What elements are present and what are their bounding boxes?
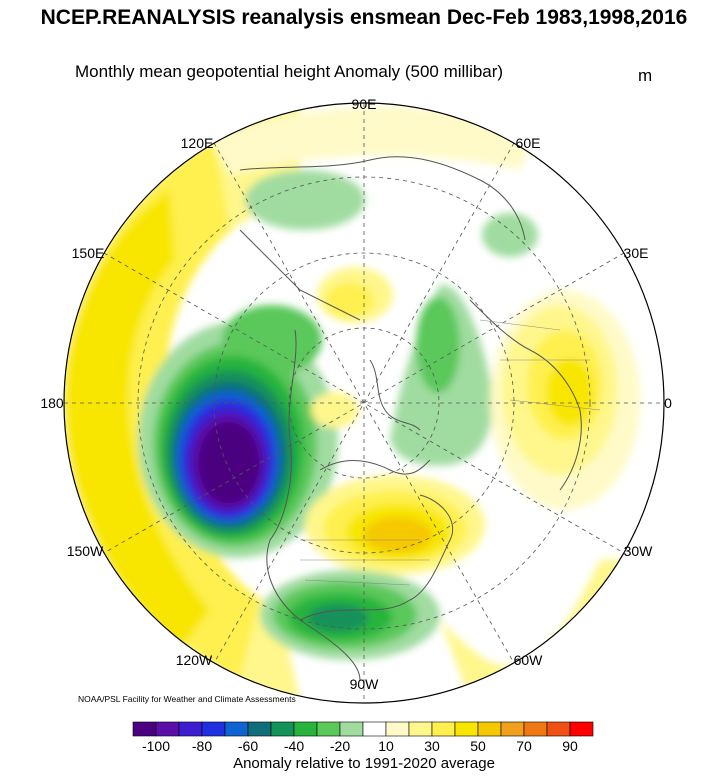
lon-label-60w: 60W — [514, 652, 544, 668]
colorbar-swatch — [431, 721, 456, 737]
lon-label-30w: 30W — [624, 543, 654, 559]
lon-label-180: 180 — [40, 395, 64, 411]
lon-label-90w: 90W — [350, 676, 380, 692]
map-subtitle: Monthly mean geopotential height Anomaly… — [75, 62, 504, 81]
colorbar-swatch — [270, 721, 295, 737]
map-border — [63, 102, 665, 704]
colorbar-swatch — [132, 721, 157, 737]
colorbar-swatch — [523, 721, 548, 737]
colorbar-swatch — [224, 721, 249, 737]
colorbar-tick-label: 50 — [470, 738, 486, 754]
coastlines — [239, 156, 582, 681]
colorbar-swatch — [316, 721, 341, 737]
colorbar-swatch — [477, 721, 502, 737]
lon-label-0: 0 — [664, 395, 672, 411]
lon-label-60e: 60E — [516, 135, 541, 151]
colorbar-swatch — [362, 721, 387, 737]
colorbar-swatch — [500, 721, 525, 737]
lon-label-90e: 90E — [352, 96, 377, 112]
colorbar-tick-label: 30 — [424, 738, 440, 754]
colorbar-swatch — [247, 721, 272, 737]
colorbar-swatch — [569, 721, 594, 737]
colorbar-tick-label: 70 — [516, 738, 532, 754]
colorbar-tick-label: -40 — [284, 738, 304, 754]
colorbar: -100 -80 -60 -40 -20 10 30 50 70 90 — [132, 721, 594, 754]
graticule — [64, 103, 664, 703]
lon-label-120w: 120W — [176, 652, 213, 668]
colorbar-swatch — [385, 721, 410, 737]
colorbar-tick-label: 90 — [562, 738, 578, 754]
colorbar-swatch — [454, 721, 479, 737]
colorbar-swatch — [408, 721, 433, 737]
colorbar-tick-label: -80 — [192, 738, 212, 754]
colorbar-swatch — [201, 721, 226, 737]
colorbar-caption: Anomaly relative to 1991-2020 average — [233, 755, 495, 772]
lon-label-120e: 120E — [181, 135, 214, 151]
colorbar-swatch — [155, 721, 180, 737]
colorbar-swatch — [546, 721, 571, 737]
colorbar-swatch — [178, 721, 203, 737]
colorbar-swatch — [339, 721, 364, 737]
colorbar-swatch — [293, 721, 318, 737]
colorbar-tick-label: 10 — [378, 738, 394, 754]
colorbar-tick-label: -20 — [330, 738, 350, 754]
colorbar-tick-label: -60 — [238, 738, 258, 754]
colorbar-tick-label: -100 — [142, 738, 170, 754]
lon-label-30e: 30E — [624, 245, 649, 261]
credit-text: NOAA/PSL Facility for Weather and Climat… — [78, 694, 296, 704]
longitude-labels: 90E 60E 30E 0 30W 60W 90W 120W 150W 180 … — [40, 96, 672, 692]
units-label: m — [638, 66, 653, 85]
lon-label-150e: 150E — [72, 245, 105, 261]
map-title: NCEP.REANALYSIS reanalysis ensmean Dec-F… — [40, 6, 688, 29]
lon-label-150w: 150W — [67, 543, 104, 559]
